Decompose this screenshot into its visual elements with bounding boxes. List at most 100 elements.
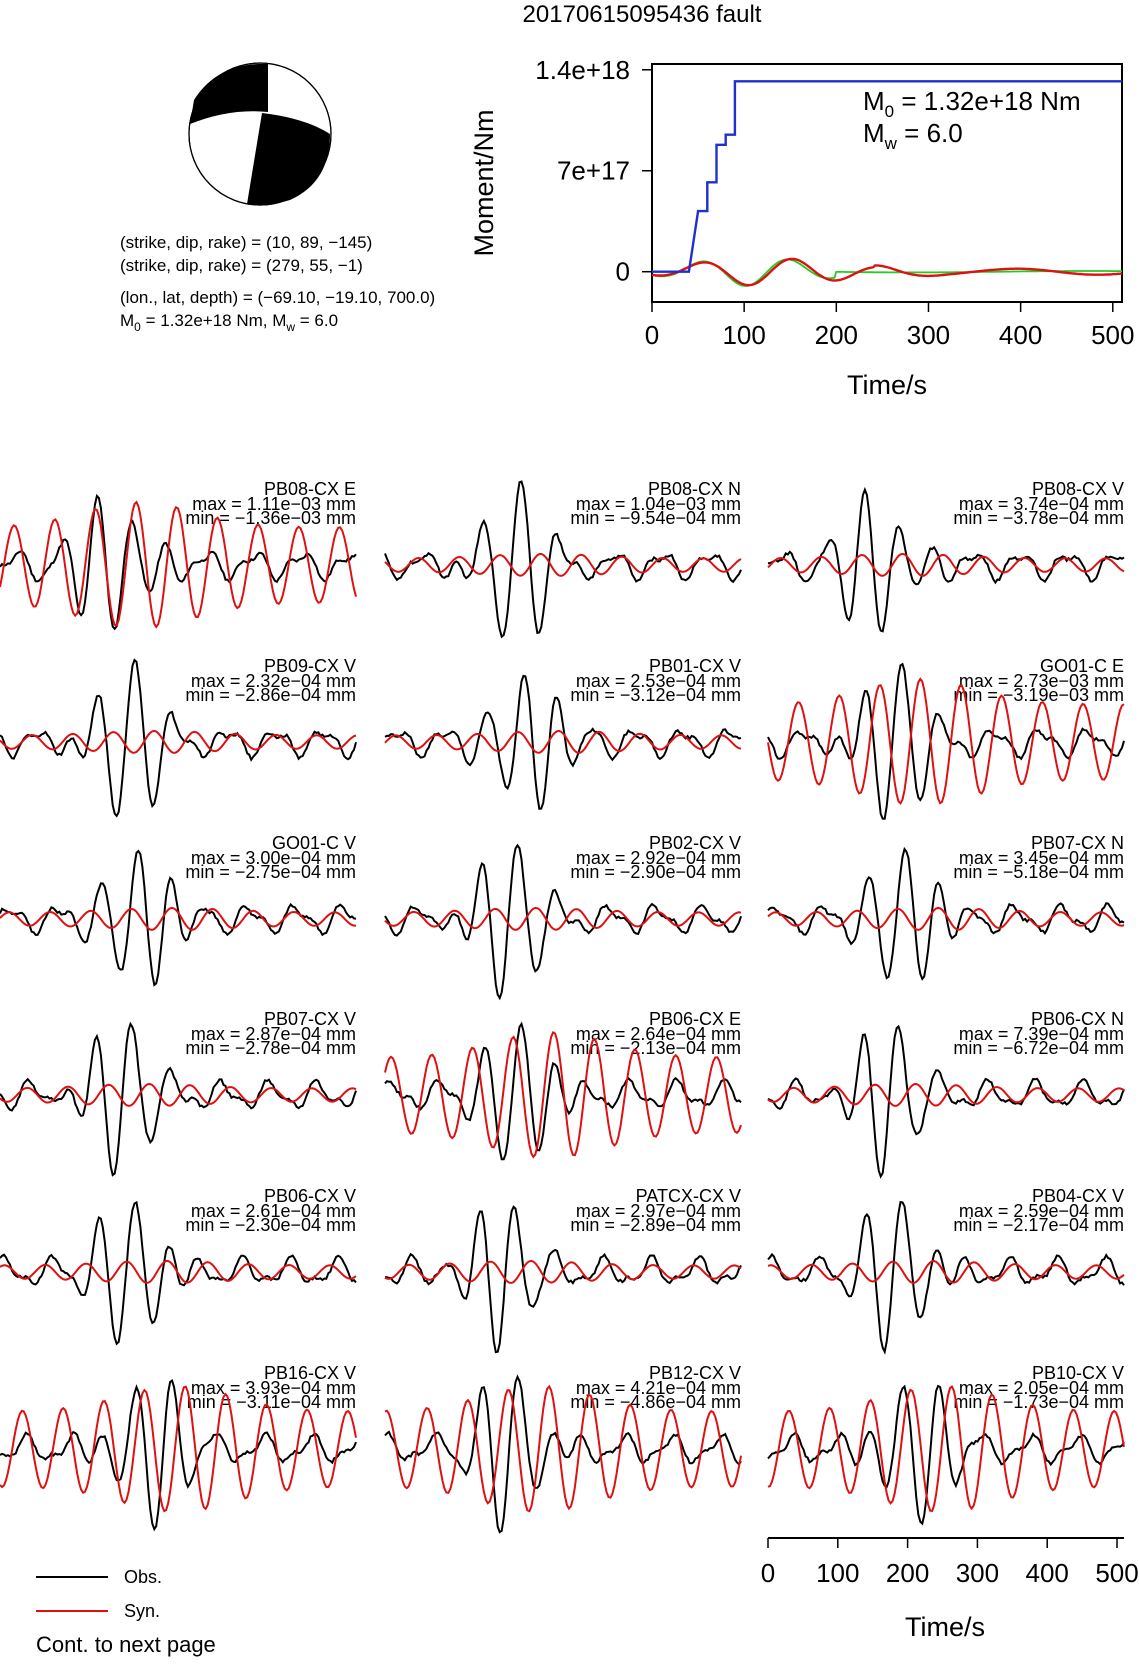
observed-trace xyxy=(384,843,742,1001)
waveform-max-label: max = 4.21e−04 mm xyxy=(576,1378,741,1398)
waveform-max-label: max = 2.97e−04 mm xyxy=(576,1201,741,1221)
observed-trace xyxy=(767,1384,1125,1526)
waveform-station-label: PB08-CX V xyxy=(1032,479,1124,499)
moment-xtick-label: 200 xyxy=(815,320,858,350)
waveform-max-label: max = 7.39e−04 mm xyxy=(959,1024,1124,1044)
synthetic-trace xyxy=(0,500,357,629)
source-time-function-1 xyxy=(651,258,1122,287)
waveform-xtick-label: 100 xyxy=(816,1558,859,1588)
nodal-plane-1: (strike, dip, rake) = (10, 89, −145) xyxy=(120,233,372,252)
beachball-compression-upper xyxy=(190,63,268,124)
observed-trace xyxy=(384,1374,742,1534)
waveform-min-label: min = −3.11e−04 mm xyxy=(187,1392,356,1412)
waveform-max-label: max = 3.93e−04 mm xyxy=(191,1378,356,1398)
legend-syn-label: Syn. xyxy=(124,1601,160,1621)
waveform-min-label: min = −2.75e−04 mm xyxy=(185,862,356,882)
waveform-station-label: PB04-CX V xyxy=(1032,1186,1124,1206)
waveform-min-label: min = −2.86e−04 mm xyxy=(185,685,356,705)
waveform-station-label: PB16-CX V xyxy=(264,1363,356,1383)
waveform-min-label: min = −4.86e−04 mm xyxy=(570,1392,741,1412)
moment-ytick-label: 0 xyxy=(616,257,630,287)
waveform-station-label: PB06-CX N xyxy=(1031,1009,1124,1029)
waveform-station-label: PB08-CX N xyxy=(648,479,741,499)
waveform-station-label: GO01-C E xyxy=(1040,656,1124,676)
waveform-min-label: min = −3.78e−04 mm xyxy=(953,508,1124,528)
waveform-station-label: GO01-C V xyxy=(272,833,356,853)
waveform-time-axis: Time/s 0 100 200 300 400 500 xyxy=(761,1537,1139,1642)
waveform-min-label: min = −2.13e−04 mm xyxy=(570,1038,741,1058)
moment-ylabel: Moment/Nm xyxy=(469,109,499,256)
figure-title: 20170615095436 fault xyxy=(523,1,762,28)
waveform-station-label: PATCX-CX V xyxy=(636,1186,741,1206)
waveform-max-label: max = 3.00e−04 mm xyxy=(191,848,356,868)
observed-trace xyxy=(384,674,742,810)
waveform-min-label: min = −2.89e−04 mm xyxy=(570,1215,741,1235)
moment-xtick-label: 500 xyxy=(1091,320,1134,350)
moment-ytick-label: 7e+17 xyxy=(557,156,630,186)
waveform-max-label: max = 2.59e−04 mm xyxy=(959,1201,1124,1221)
waveform-station-label: PB01-CX V xyxy=(649,656,741,676)
waveform-station-label: PB07-CX V xyxy=(264,1009,356,1029)
waveform-min-label: min = −5.18e−04 mm xyxy=(953,862,1124,882)
synthetic-trace xyxy=(0,1385,357,1513)
cumulative-moment-line xyxy=(652,80,1122,273)
waveform-min-label: min = −3.12e−04 mm xyxy=(570,685,741,705)
observed-trace xyxy=(0,1200,357,1346)
moment-ytick-label: 1.4e+18 xyxy=(535,55,630,85)
beachball xyxy=(188,62,332,206)
moment-xlabel: Time/s xyxy=(847,370,927,400)
waveform-station-label: PB09-CX V xyxy=(264,656,356,676)
waveform-min-label: min = −9.54e−04 mm xyxy=(570,508,741,528)
hypocenter: (lon., lat, depth) = (−69.10, −19.10, 70… xyxy=(120,288,435,307)
focal-parameters: (strike, dip, rake) = (10, 89, −145) (st… xyxy=(120,233,435,334)
synthetic-trace xyxy=(384,729,742,754)
waveform-xtick-label: 300 xyxy=(956,1558,999,1588)
waveform-station-label: PB06-CX V xyxy=(264,1186,356,1206)
waveform-min-label: min = −2.30e−04 mm xyxy=(185,1215,356,1235)
waveform-station-label: PB12-CX V xyxy=(649,1363,741,1383)
waveform-min-label: min = −2.78e−04 mm xyxy=(185,1038,356,1058)
waveform-min-label: min = −3.19e−03 mm xyxy=(953,685,1124,705)
waveform-station-label: PB02-CX V xyxy=(649,833,741,853)
waveform-max-label: max = 2.64e−04 mm xyxy=(576,1024,741,1044)
waveform-xtick-label: 200 xyxy=(886,1558,929,1588)
synthetic-trace xyxy=(0,1260,357,1284)
waveform-xtick-label: 500 xyxy=(1095,1558,1138,1588)
observed-trace xyxy=(0,849,357,987)
legend: Obs. Syn. xyxy=(36,1567,162,1621)
observed-trace xyxy=(767,1024,1125,1179)
observed-trace xyxy=(0,493,357,631)
waveform-max-label: max = 2.73e−03 mm xyxy=(959,671,1124,691)
observed-trace xyxy=(0,1021,357,1177)
waveform-min-label: min = −6.72e−04 mm xyxy=(953,1038,1124,1058)
waveform-max-label: max = 2.92e−04 mm xyxy=(576,848,741,868)
waveform-max-label: max = 2.53e−04 mm xyxy=(576,671,741,691)
moment-m0-annotation: M0 = 1.32e+18 Nm xyxy=(863,86,1081,121)
synthetic-trace xyxy=(384,906,742,931)
waveform-station-label: PB08-CX E xyxy=(264,479,356,499)
observed-trace xyxy=(767,486,1125,633)
waveform-min-label: min = −2.90e−04 mm xyxy=(570,862,741,882)
source-time-function-2 xyxy=(651,257,1123,287)
nodal-plane-2: (strike, dip, rake) = (279, 55, −1) xyxy=(120,256,363,275)
footer-note: Cont. to next page xyxy=(36,1632,216,1657)
synthetic-trace xyxy=(0,906,356,931)
legend-obs-label: Obs. xyxy=(124,1567,162,1587)
